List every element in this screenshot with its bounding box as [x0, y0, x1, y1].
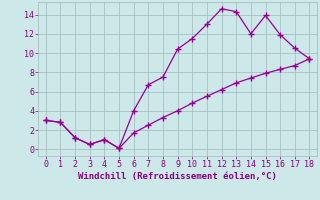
X-axis label: Windchill (Refroidissement éolien,°C): Windchill (Refroidissement éolien,°C): [78, 172, 277, 181]
